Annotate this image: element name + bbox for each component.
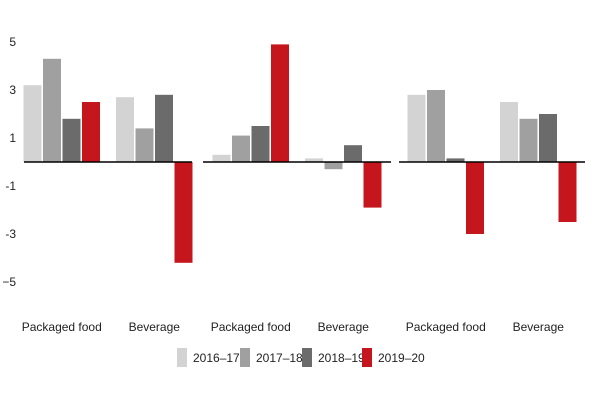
category-label: Beverage <box>513 320 565 334</box>
y-tick-label: 1 <box>9 131 16 145</box>
legend-swatch <box>362 348 372 367</box>
y-tick-label: −5 <box>2 275 16 289</box>
bar <box>271 44 289 162</box>
category-label: Beverage <box>129 320 181 334</box>
bar <box>232 135 250 162</box>
legend-swatch <box>240 348 250 367</box>
bar <box>82 102 100 162</box>
bar <box>344 145 362 162</box>
bar <box>212 154 231 162</box>
bar <box>466 162 484 234</box>
legend-label: 2016–17 <box>193 351 240 365</box>
bar <box>446 158 465 162</box>
legend-label: 2017–18 <box>256 351 303 365</box>
bar <box>363 162 382 208</box>
bar <box>174 162 193 263</box>
bar <box>407 94 426 162</box>
category-label: Packaged food <box>211 320 291 334</box>
y-tick-label: 5 <box>9 35 16 49</box>
y-tick-label: -3 <box>5 227 16 241</box>
bar <box>155 94 173 162</box>
bar <box>427 90 445 162</box>
category-label: Packaged food <box>22 320 102 334</box>
bar <box>519 118 538 162</box>
bar <box>500 102 518 162</box>
bar <box>116 97 134 162</box>
y-tick-label: 3 <box>9 83 16 97</box>
bar <box>539 114 557 162</box>
category-label: Packaged food <box>406 320 486 334</box>
legend-swatch <box>177 348 187 367</box>
bar <box>135 128 154 162</box>
bar <box>558 162 577 222</box>
bar <box>324 162 343 170</box>
legend-swatch <box>302 348 312 367</box>
bar <box>305 158 323 162</box>
bar <box>251 126 270 162</box>
bar <box>43 58 61 162</box>
category-label: Beverage <box>318 320 370 334</box>
bar <box>62 118 81 162</box>
bar <box>23 85 42 162</box>
y-tick-label: -1 <box>5 179 16 193</box>
legend-label: 2018–19 <box>318 351 365 365</box>
legend-label: 2019–20 <box>378 351 425 365</box>
